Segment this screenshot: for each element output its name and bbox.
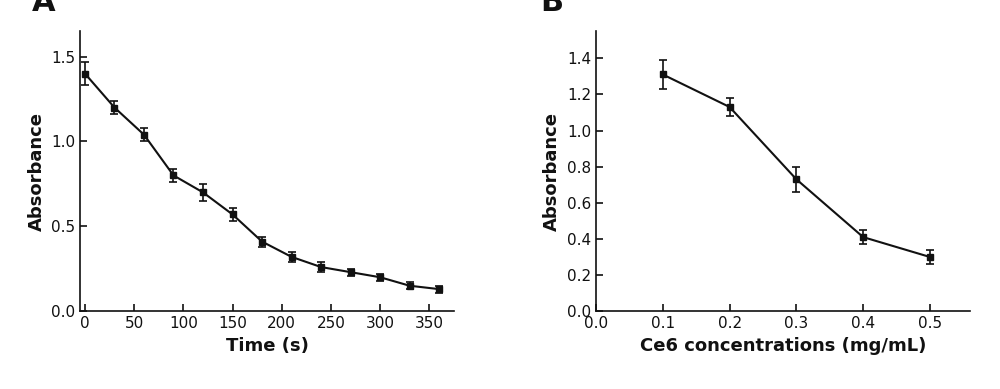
Y-axis label: Absorbance: Absorbance — [543, 112, 561, 231]
Text: B: B — [540, 0, 563, 17]
Y-axis label: Absorbance: Absorbance — [27, 112, 45, 231]
Text: A: A — [31, 0, 55, 17]
X-axis label: Ce6 concentrations (mg/mL): Ce6 concentrations (mg/mL) — [640, 336, 926, 355]
X-axis label: Time (s): Time (s) — [226, 336, 308, 355]
